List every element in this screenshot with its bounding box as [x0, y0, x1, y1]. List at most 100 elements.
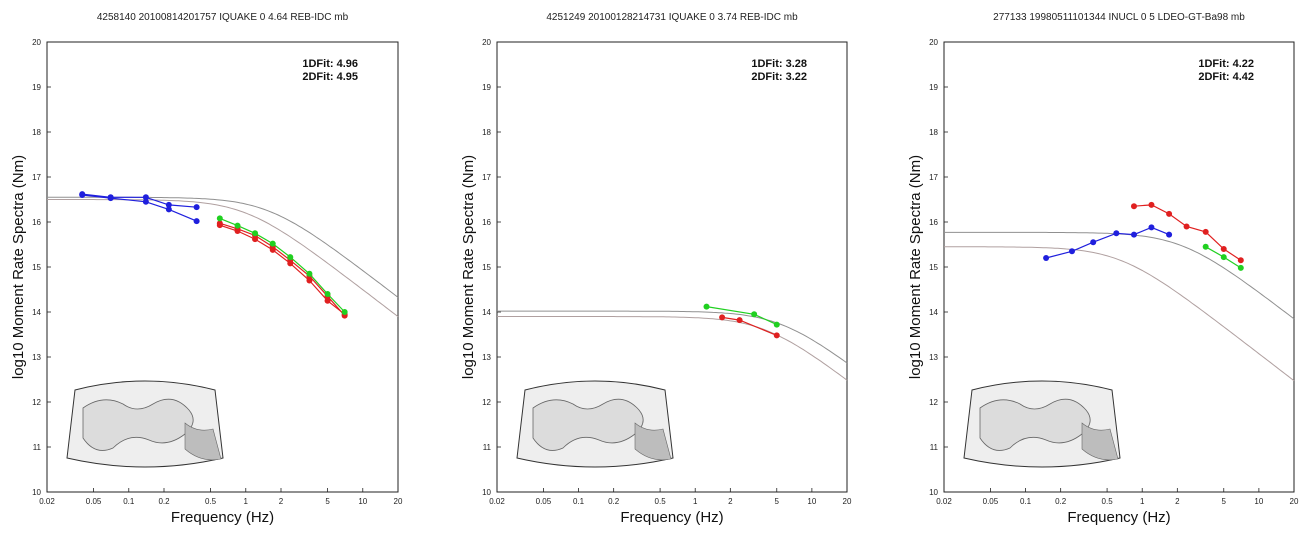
data-point — [287, 254, 294, 261]
data-point — [1237, 264, 1244, 271]
y-tick-label: 20 — [929, 38, 938, 47]
x-tick-label: 0.05 — [983, 497, 999, 506]
panel-2: 4251249 20100128214731 IQUAKE 0 3.74 REB… — [460, 12, 852, 526]
x-tick-label: 0.1 — [573, 497, 585, 506]
y-tick-label: 10 — [929, 488, 938, 497]
y-tick-label: 14 — [32, 308, 41, 317]
panel-3: 277133 19980511101344 INUCL 0 5 LDEO-GT-… — [907, 12, 1299, 526]
y-tick-label: 19 — [482, 83, 491, 92]
data-point — [1130, 203, 1137, 210]
y-tick-label: 17 — [482, 173, 491, 182]
data-point — [1148, 224, 1155, 231]
y-tick-label: 13 — [929, 353, 938, 362]
data-point — [736, 317, 743, 324]
fit-1d-label: 1DFit: 4.22 — [1198, 58, 1254, 70]
model-spectrum-curve — [944, 246, 1295, 382]
model-spectrum-curve — [497, 316, 848, 381]
data-point — [1130, 231, 1137, 238]
data-point — [1148, 201, 1155, 208]
map-landmass — [979, 398, 1091, 451]
data-point — [703, 303, 710, 310]
x-tick-label: 0.02 — [936, 497, 952, 506]
data-point — [252, 236, 259, 243]
panel-title: 4258140 20100814201757 IQUAKE 0 4.64 REB… — [97, 12, 349, 23]
x-tick-label: 20 — [843, 497, 852, 506]
series-line — [1133, 204, 1242, 261]
y-tick-label: 13 — [32, 353, 41, 362]
series-line — [219, 222, 346, 316]
y-tick-label: 18 — [929, 128, 938, 137]
y-tick-label: 15 — [929, 263, 938, 272]
y-axis-label: log10 Moment Rate Spectra (Nm) — [907, 155, 924, 379]
fit-2d-label: 2DFit: 4.95 — [302, 71, 358, 83]
data-point — [306, 270, 313, 277]
x-tick-label: 0.5 — [1102, 497, 1114, 506]
y-tick-label: 11 — [930, 443, 939, 452]
x-tick-label: 0.05 — [86, 497, 102, 506]
x-tick-label: 2 — [279, 497, 284, 506]
y-tick-label: 19 — [32, 83, 41, 92]
y-axis-label: log10 Moment Rate Spectra (Nm) — [10, 155, 27, 379]
data-point — [79, 192, 86, 198]
x-tick-label: 0.5 — [655, 497, 667, 506]
x-tick-label: 20 — [394, 497, 403, 506]
data-point — [1220, 246, 1227, 252]
x-tick-label: 20 — [1290, 497, 1299, 506]
y-tick-label: 14 — [929, 308, 938, 317]
data-point — [216, 215, 223, 222]
series-line — [1045, 226, 1170, 259]
x-tick-label: 5 — [775, 497, 780, 506]
x-tick-label: 5 — [325, 497, 330, 506]
y-tick-label: 18 — [32, 128, 41, 137]
data-point — [142, 194, 149, 201]
y-tick-label: 19 — [929, 83, 938, 92]
y-tick-label: 11 — [483, 443, 492, 452]
y-tick-label: 12 — [32, 398, 41, 407]
y-tick-label: 15 — [482, 263, 491, 272]
y-tick-label: 16 — [929, 218, 938, 227]
model-spectrum-curve — [47, 199, 399, 317]
panel-title: 4251249 20100128214731 IQUAKE 0 3.74 REB… — [546, 12, 798, 23]
data-point — [287, 260, 294, 267]
data-point — [269, 240, 276, 247]
y-tick-label: 12 — [929, 398, 938, 407]
panel-1: 4258140 20100814201757 IQUAKE 0 4.64 REB… — [10, 12, 403, 526]
y-tick-label: 18 — [482, 128, 491, 137]
y-tick-label: 15 — [32, 263, 41, 272]
map-shaded-region — [184, 422, 222, 461]
data-point — [216, 222, 223, 229]
x-tick-label: 1 — [1140, 497, 1145, 506]
y-tick-label: 12 — [482, 398, 491, 407]
data-point — [142, 198, 149, 205]
y-tick-label: 11 — [33, 443, 42, 452]
data-point — [324, 291, 331, 297]
y-tick-label: 13 — [482, 353, 491, 362]
data-point — [1202, 243, 1209, 250]
data-point — [719, 314, 726, 321]
series-line — [219, 224, 346, 315]
data-point — [269, 246, 276, 253]
x-tick-label: 5 — [1222, 497, 1227, 506]
x-axis-label: Frequency (Hz) — [620, 509, 723, 526]
panel-title: 277133 19980511101344 INUCL 0 5 LDEO-GT-… — [993, 12, 1245, 23]
x-tick-label: 1 — [244, 497, 249, 506]
model-spectrum-curve — [944, 231, 1295, 320]
data-point — [1202, 228, 1209, 235]
x-tick-label: 1 — [693, 497, 698, 506]
data-point — [252, 230, 259, 237]
station-map-inset — [963, 380, 1121, 468]
x-tick-label: 0.1 — [1020, 497, 1032, 506]
data-point — [1113, 230, 1120, 237]
model-spectrum-curve — [497, 310, 848, 364]
fit-1d-label: 1DFit: 4.96 — [302, 58, 358, 70]
series-line — [82, 194, 197, 222]
data-point — [165, 201, 172, 208]
data-point — [234, 228, 241, 234]
x-tick-label: 2 — [1175, 497, 1180, 506]
fit-2d-label: 2DFit: 3.22 — [751, 71, 807, 83]
y-tick-label: 16 — [32, 218, 41, 227]
data-point — [1068, 248, 1075, 255]
data-point — [193, 218, 200, 225]
y-tick-label: 17 — [32, 173, 41, 182]
